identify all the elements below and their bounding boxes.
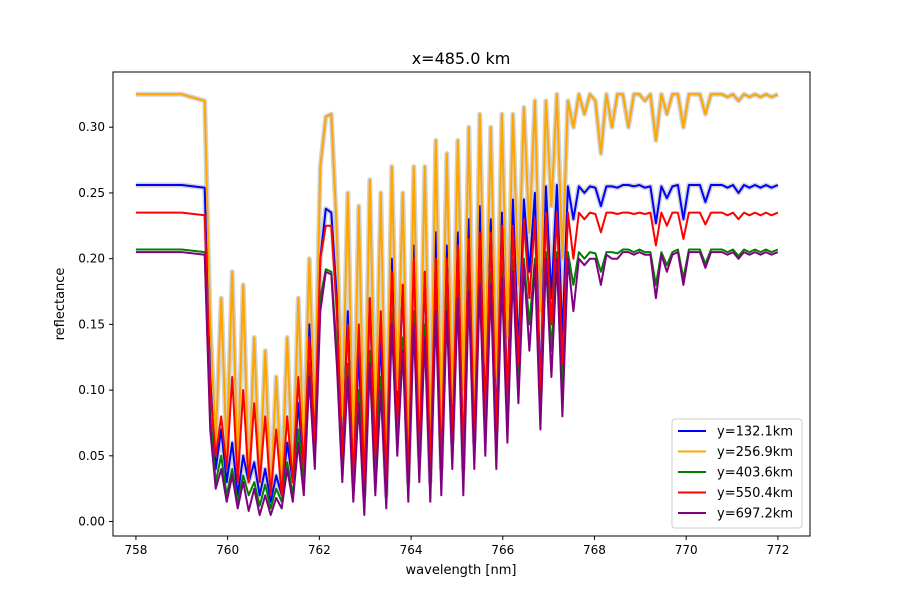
x-tick-label: 770 xyxy=(675,543,698,557)
y-axis: 0.00 0.05 0.10 0.15 0.20 0.25 0.30 xyxy=(78,120,113,529)
legend-label-1: y=132.1km xyxy=(717,425,793,440)
x-axis: 758 760 762 764 766 768 770 772 xyxy=(124,536,789,557)
chart-title: x=485.0 km xyxy=(412,49,511,68)
series-lines xyxy=(135,93,779,516)
x-tick-label: 766 xyxy=(491,543,514,557)
x-tick-label: 772 xyxy=(766,543,789,557)
x-tick-label: 762 xyxy=(308,543,331,557)
y-tick-label: 0.10 xyxy=(78,383,105,397)
legend-label-3: y=403.6km xyxy=(717,466,793,481)
y-tick-label: 0.05 xyxy=(78,449,105,463)
series-line-2 xyxy=(135,93,779,497)
y-tick-label: 0.15 xyxy=(78,317,105,331)
y-tick-label: 0.20 xyxy=(78,252,105,266)
legend-label-2: y=256.9km xyxy=(717,445,793,460)
y-tick-label: 0.00 xyxy=(78,515,105,529)
legend-label-5: y=697.2km xyxy=(717,507,793,522)
legend: y=132.1km y=256.9km y=403.6km y=550.4km y=69… xyxy=(671,418,803,529)
legend-label-4: y=550.4km xyxy=(717,486,793,501)
x-tick-label: 760 xyxy=(216,543,239,557)
legend-box xyxy=(671,418,803,529)
x-tick-label: 768 xyxy=(583,543,606,557)
series-line-4 xyxy=(135,211,779,497)
x-tick-label: 758 xyxy=(124,543,147,557)
plot-frame xyxy=(112,71,811,537)
y-tick-label: 0.30 xyxy=(78,120,105,134)
y-tick-label: 0.25 xyxy=(78,186,105,200)
x-axis-label: wavelength [nm] xyxy=(406,563,517,578)
x-tick-label: 764 xyxy=(400,543,423,557)
series-line-5 xyxy=(135,251,779,516)
y-axis-label: reflectance xyxy=(53,268,68,341)
